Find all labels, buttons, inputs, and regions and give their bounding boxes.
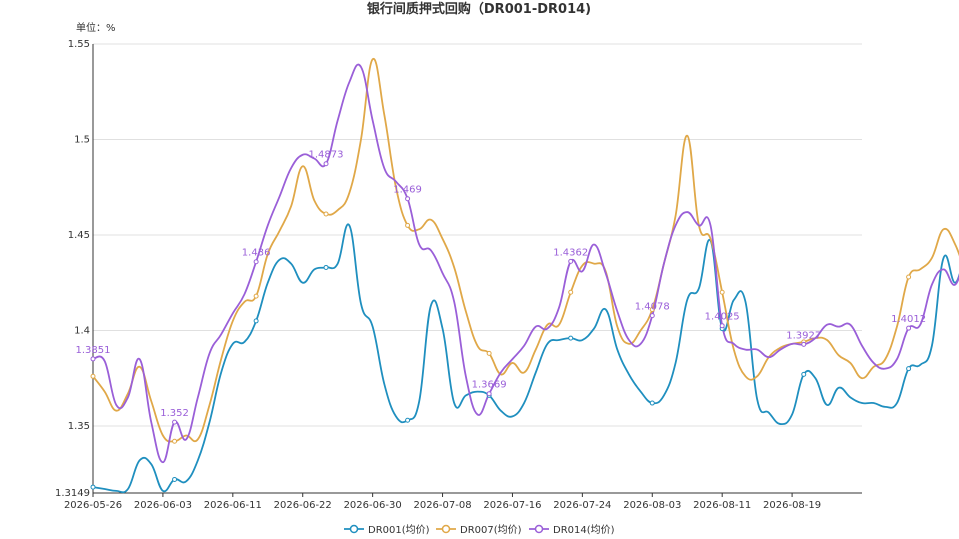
series-line bbox=[92, 223, 959, 494]
x-tick-label: 2026-07-16 bbox=[483, 500, 541, 511]
legend[interactable]: DR001(均价) DR007(均价) DR014(均价) bbox=[344, 524, 615, 536]
data-label: 1.4873 bbox=[309, 150, 344, 161]
data-point bbox=[323, 264, 329, 270]
data-point bbox=[486, 350, 492, 356]
data-point bbox=[906, 274, 912, 280]
data-point bbox=[172, 419, 178, 425]
legend-marker bbox=[441, 524, 451, 534]
axes: 1.3149 1.35 1.4 1.45 1.5 1.55 2026-05-26 2026-0… bbox=[55, 39, 862, 511]
y-tick-label: 1.45 bbox=[68, 230, 90, 241]
legend-item[interactable]: DR014(均价) bbox=[529, 524, 615, 536]
data-point bbox=[649, 400, 655, 406]
x-tick-label: 2026-06-11 bbox=[204, 500, 262, 511]
y-tick-label: 1.3149 bbox=[55, 488, 90, 499]
legend-marker bbox=[349, 524, 359, 534]
chart-title: 银行间质押式回购（DR001-DR014) bbox=[367, 1, 591, 17]
y-tick-label: 1.4 bbox=[74, 325, 90, 336]
data-label: 1.352 bbox=[160, 408, 189, 419]
data-point bbox=[253, 318, 259, 324]
series-line bbox=[92, 63, 959, 464]
data-point bbox=[90, 484, 96, 490]
x-tick-label: 2026-06-30 bbox=[344, 500, 402, 511]
data-point bbox=[323, 161, 329, 167]
data-label: 1.3927 bbox=[786, 330, 821, 341]
data-point bbox=[90, 356, 96, 362]
x-tick-label: 2026-08-11 bbox=[693, 500, 751, 511]
series-line bbox=[92, 58, 959, 443]
data-point bbox=[172, 438, 178, 444]
data-point bbox=[719, 289, 725, 295]
data-point bbox=[172, 476, 178, 482]
legend-label: DR007(均价) bbox=[460, 524, 522, 536]
data-label: 1.4362 bbox=[553, 247, 588, 258]
data-point bbox=[801, 371, 807, 377]
y-tick-label: 1.35 bbox=[68, 421, 90, 432]
data-point bbox=[253, 259, 259, 265]
legend-item[interactable]: DR001(均价) bbox=[344, 524, 430, 536]
data-point bbox=[649, 306, 655, 312]
data-point bbox=[568, 335, 574, 341]
legend-item[interactable]: DR007(均价) bbox=[436, 524, 522, 536]
data-point bbox=[649, 313, 655, 319]
unit-label: 单位：% bbox=[76, 21, 116, 34]
data-label: 1.3669 bbox=[472, 380, 507, 391]
y-tick-label: 1.5 bbox=[74, 134, 90, 145]
data-point bbox=[801, 341, 807, 347]
data-label: 1.4025 bbox=[705, 312, 740, 323]
x-tick-label: 2026-06-22 bbox=[274, 500, 332, 511]
x-tick-label: 2026-08-03 bbox=[623, 500, 681, 511]
x-tick-label: 2026-07-08 bbox=[413, 500, 471, 511]
x-tick-label: 2026-06-03 bbox=[134, 500, 192, 511]
x-tick-label: 2026-07-24 bbox=[553, 500, 611, 511]
data-point bbox=[486, 391, 492, 397]
data-label: 1.469 bbox=[393, 185, 422, 196]
data-point bbox=[90, 373, 96, 379]
data-point bbox=[568, 258, 574, 264]
legend-label: DR014(均价) bbox=[553, 524, 615, 536]
data-point bbox=[719, 323, 725, 329]
data-point bbox=[405, 196, 411, 202]
data-point bbox=[405, 417, 411, 423]
data-point bbox=[323, 211, 329, 217]
data-labels: 1.3851 1.352 1.436 1.4873 1.469 1.3669 1.4362 1… bbox=[76, 150, 927, 419]
data-label: 1.4012 bbox=[891, 314, 926, 325]
data-label: 1.4078 bbox=[635, 302, 670, 313]
series-lines bbox=[90, 58, 959, 494]
data-point bbox=[906, 325, 912, 331]
x-tick-label: 2026-08-19 bbox=[763, 500, 821, 511]
data-label: 1.3851 bbox=[76, 345, 111, 356]
data-point bbox=[568, 289, 574, 295]
data-point bbox=[253, 293, 259, 299]
x-tick-label: 2026-05-26 bbox=[64, 500, 122, 511]
legend-marker bbox=[534, 524, 544, 534]
y-tick-label: 1.55 bbox=[68, 39, 90, 50]
data-label: 1.436 bbox=[242, 248, 271, 259]
data-point bbox=[906, 366, 912, 372]
data-point bbox=[405, 222, 411, 228]
legend-label: DR001(均价) bbox=[368, 524, 430, 536]
